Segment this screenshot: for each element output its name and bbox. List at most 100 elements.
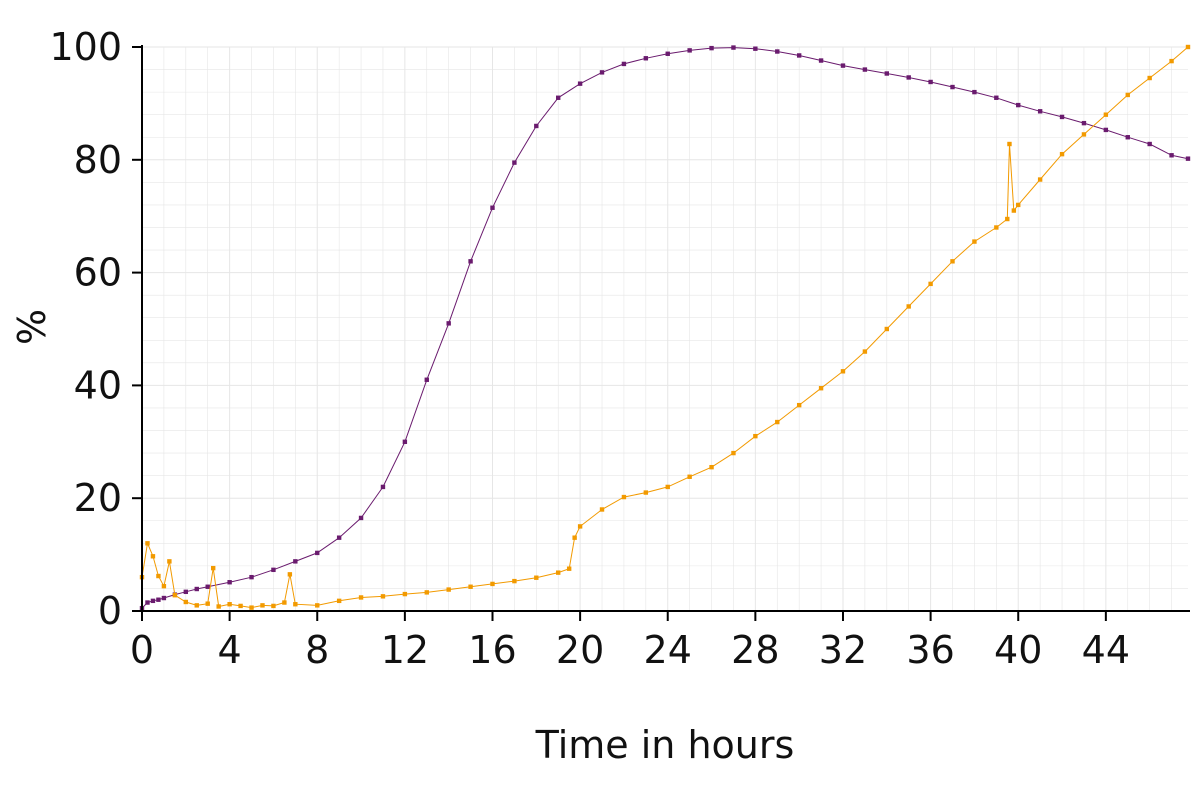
data-point	[534, 575, 539, 580]
series-line	[141, 47, 1189, 609]
data-point	[424, 377, 429, 382]
data-point	[1147, 141, 1152, 147]
series-1	[139, 45, 1191, 611]
data-point	[1103, 112, 1109, 117]
data-point	[1016, 102, 1021, 108]
data-point	[145, 541, 150, 546]
x-tick-label: 0	[130, 628, 154, 672]
data-point	[282, 600, 287, 605]
x-tick-label: 44	[1082, 628, 1130, 672]
data-point	[315, 603, 320, 608]
data-point	[424, 590, 429, 595]
data-point	[271, 567, 276, 573]
data-point	[796, 402, 802, 408]
data-point	[1007, 141, 1012, 147]
data-point	[599, 70, 605, 75]
data-point	[358, 595, 364, 600]
data-point	[862, 67, 868, 72]
x-tick-label: 24	[644, 628, 692, 672]
data-point	[950, 259, 955, 264]
data-point	[380, 484, 386, 490]
data-point	[194, 603, 199, 608]
series-line	[141, 46, 1189, 609]
data-point	[994, 95, 999, 100]
x-tick-label: 16	[468, 628, 516, 672]
data-point	[556, 95, 561, 100]
data-point	[1059, 114, 1065, 120]
data-point	[227, 580, 232, 585]
x-tick-label: 40	[994, 628, 1042, 672]
data-point	[1185, 156, 1191, 161]
data-point	[156, 597, 161, 602]
data-point	[1081, 132, 1087, 137]
x-tick-label: 12	[381, 628, 429, 672]
data-point	[950, 84, 955, 90]
data-point	[402, 591, 408, 597]
data-point	[862, 349, 868, 354]
data-point	[150, 598, 156, 604]
y-tick-label: 80	[74, 138, 122, 182]
data-point	[293, 559, 298, 564]
data-point	[796, 53, 802, 58]
data-point	[150, 554, 156, 559]
x-axis-title: Time in hours	[535, 723, 795, 767]
data-point	[1005, 216, 1010, 222]
data-point	[194, 586, 199, 592]
data-point	[643, 56, 649, 61]
data-point	[566, 566, 572, 571]
data-point	[709, 45, 714, 51]
x-tick-label: 20	[556, 628, 604, 672]
data-point	[249, 605, 254, 610]
data-point	[621, 61, 627, 67]
data-point	[599, 507, 605, 512]
ticks: 0 4 8 12 16 20 24 28 32 36 40 44 0 20 40 60 80 100	[49, 25, 1130, 672]
data-point	[167, 559, 172, 564]
y-tick-label: 100	[49, 25, 122, 69]
data-point	[665, 51, 670, 56]
data-point	[205, 584, 210, 589]
data-point	[972, 239, 977, 244]
data-point	[906, 75, 911, 80]
data-point	[490, 581, 495, 587]
axes	[141, 45, 1190, 612]
y-tick-label: 60	[74, 251, 122, 295]
data-point	[687, 48, 692, 53]
data-point	[1185, 44, 1191, 50]
data-point	[775, 419, 780, 425]
data-point	[446, 321, 451, 326]
data-point	[512, 578, 517, 584]
data-point	[156, 573, 161, 579]
y-tick-label: 0	[98, 589, 122, 633]
data-point	[446, 587, 451, 592]
data-point	[512, 160, 517, 165]
data-point	[1011, 208, 1017, 213]
data-point	[358, 515, 364, 521]
data-point	[1125, 92, 1130, 98]
data-point	[468, 259, 473, 264]
y-tick-label: 20	[74, 476, 122, 520]
data-point	[336, 535, 342, 540]
data-point	[665, 484, 670, 490]
y-axis-title: %	[10, 309, 54, 345]
data-point	[1169, 58, 1174, 64]
data-point	[145, 600, 150, 605]
data-point	[1037, 109, 1043, 114]
data-point	[753, 433, 758, 439]
data-point	[818, 386, 824, 391]
data-point	[1147, 75, 1152, 81]
data-point	[402, 439, 408, 444]
data-point	[556, 570, 561, 575]
data-point	[1169, 153, 1174, 158]
data-point	[205, 601, 210, 606]
data-point	[249, 574, 254, 580]
data-point	[731, 450, 736, 456]
data-point	[287, 572, 293, 577]
data-point	[161, 583, 167, 589]
data-point	[380, 594, 386, 599]
data-point	[210, 565, 216, 571]
series-2	[139, 44, 1191, 610]
x-tick-label: 32	[819, 628, 867, 672]
data-point	[183, 599, 189, 605]
y-tick-label: 40	[74, 363, 122, 407]
